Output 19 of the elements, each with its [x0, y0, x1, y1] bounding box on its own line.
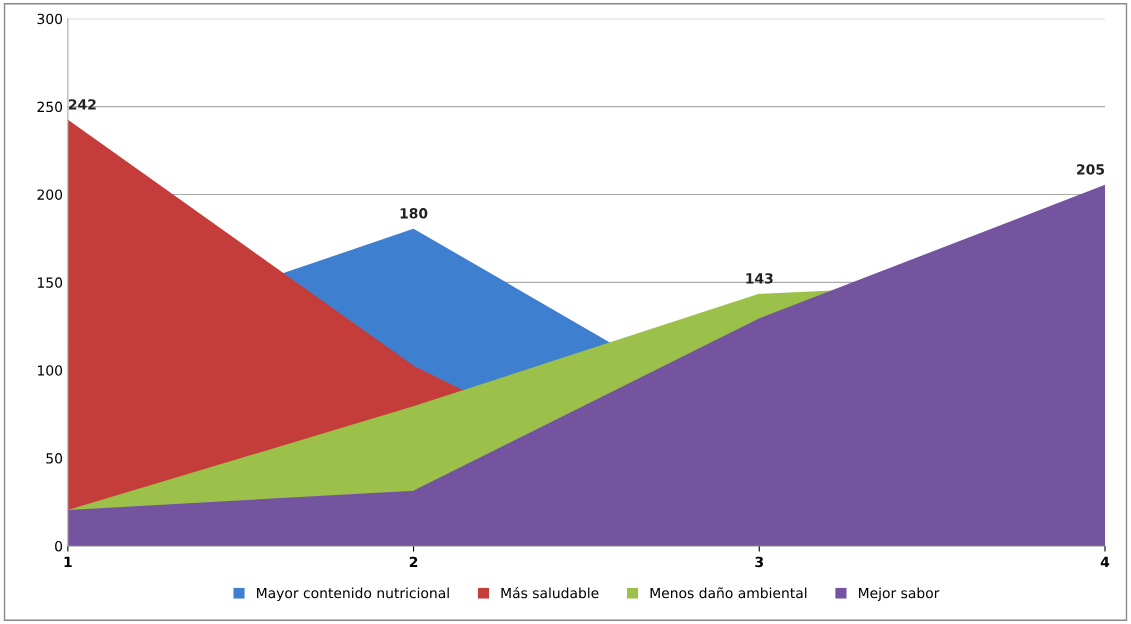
y-tick-label: 0	[55, 540, 63, 552]
legend-label: Menos daño ambiental	[650, 587, 807, 599]
y-tick-label: 100	[38, 365, 63, 376]
x-tick-label: 2	[409, 556, 418, 567]
y-tick-label: 200	[37, 189, 63, 200]
data-label: 205	[1077, 164, 1105, 175]
y-tick-label: 300	[37, 13, 63, 25]
legend-label: Mejor sabor	[858, 587, 940, 601]
legend-label: Más saludable	[501, 586, 599, 599]
data-label: 242	[68, 99, 96, 110]
legend-label: Mayor contenido nutricional	[257, 587, 449, 601]
y-tick-label: 250	[37, 101, 63, 113]
x-tick-label: 4	[1100, 556, 1110, 567]
y-tick-label: 150	[38, 277, 63, 288]
data-label: 143	[746, 273, 773, 284]
x-tick-label: 3	[755, 556, 764, 568]
x-tick-label: 1	[64, 556, 72, 567]
y-tick-label: 50	[46, 453, 63, 464]
data-label: 180	[400, 208, 428, 219]
